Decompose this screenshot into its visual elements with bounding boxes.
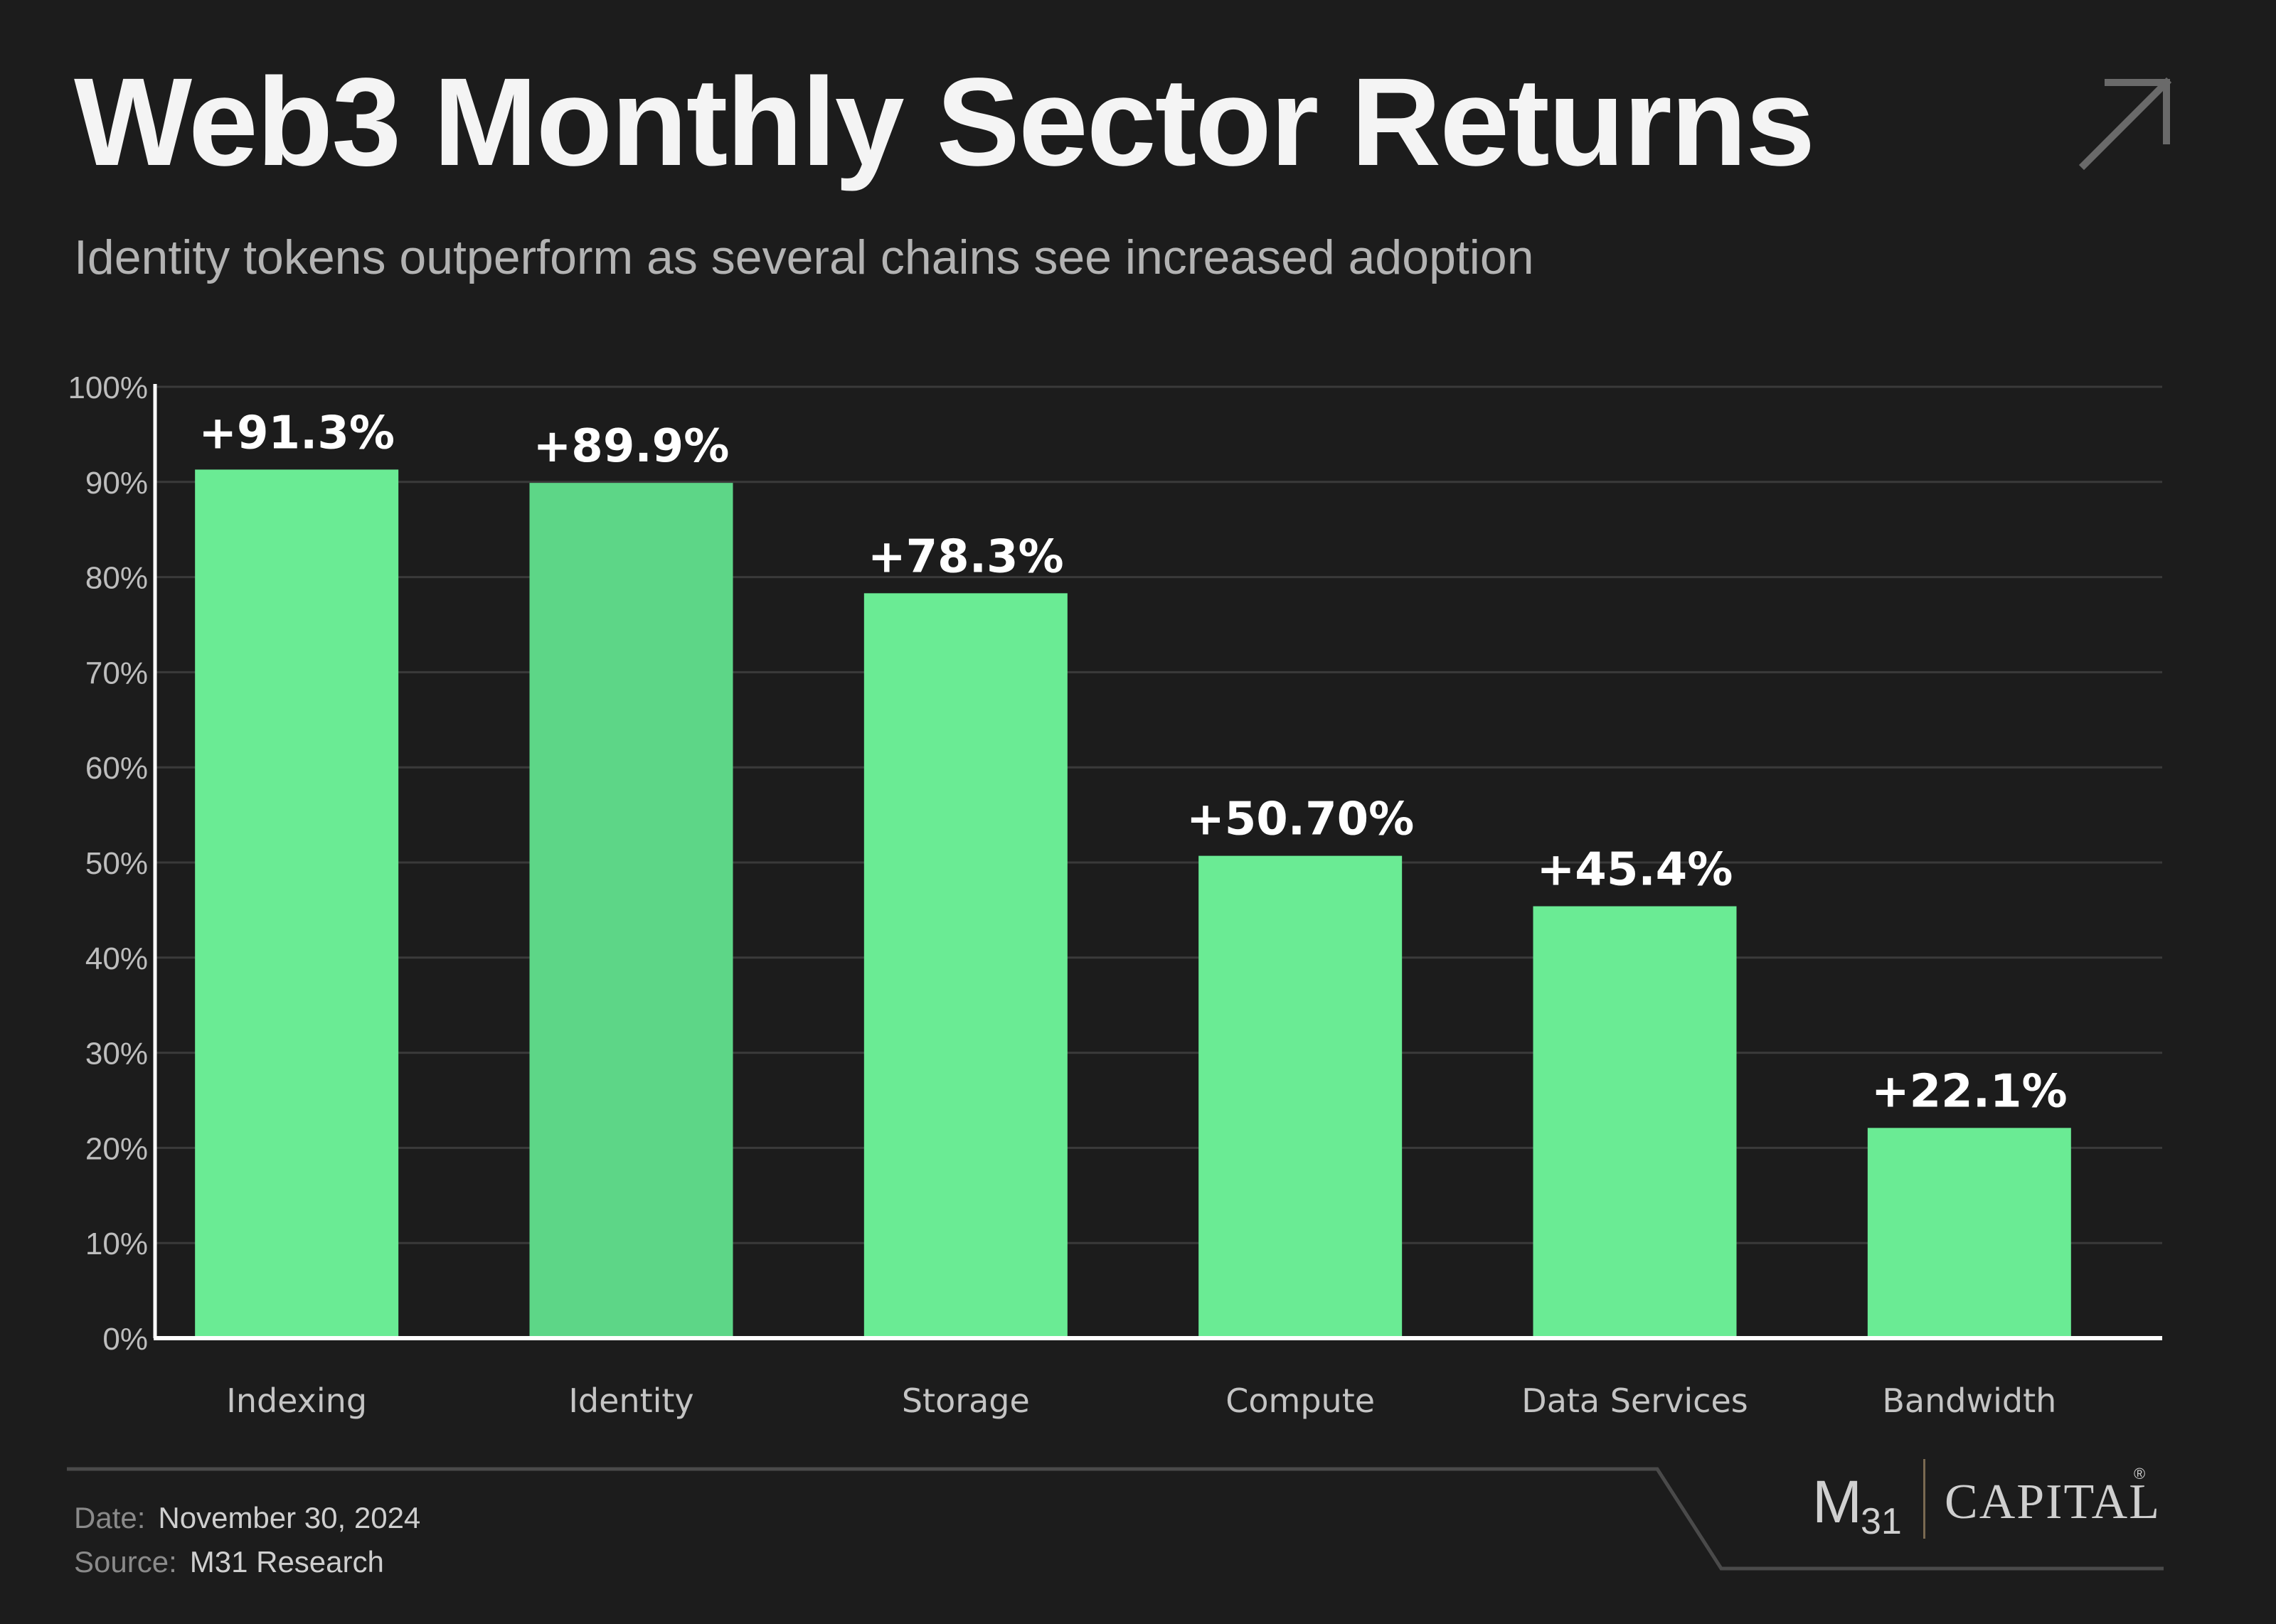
- y-tick-label: 70%: [85, 656, 148, 690]
- chart-title: Web3 Monthly Sector Returns: [74, 53, 1815, 192]
- source-value: M31 Research: [189, 1545, 384, 1578]
- bar-chart: 0% 10% 20% 30% 40% 50% 60% 70% 80% 90% 100% +91.3% I…: [68, 370, 2162, 1420]
- y-tick-label: 90%: [85, 466, 148, 501]
- data-label: +22.1%: [1871, 1065, 2068, 1118]
- x-tick-label: Indexing: [226, 1382, 367, 1420]
- y-tick-label: 20%: [85, 1131, 148, 1166]
- y-tick-label: 10%: [85, 1227, 148, 1261]
- data-label: +45.4%: [1537, 844, 1733, 897]
- source-label: Source:: [74, 1545, 177, 1578]
- source-line: Source: M31 Research: [74, 1547, 384, 1577]
- x-tick-label: Bandwidth: [1882, 1382, 2056, 1420]
- logo-sub: 31: [1861, 1501, 1902, 1542]
- logo-mark: M: [1812, 1468, 1862, 1535]
- y-tick-label: 100%: [68, 370, 148, 405]
- m31-capital-logo: M 31 CAPITAL ®: [1812, 1459, 2159, 1551]
- x-tick-label: Compute: [1225, 1382, 1375, 1420]
- date-value: November 30, 2024: [158, 1501, 421, 1534]
- bar: [1867, 1128, 2071, 1338]
- x-tick-label: Identity: [568, 1382, 693, 1420]
- bar: [1533, 906, 1737, 1338]
- data-label: +78.3%: [868, 530, 1064, 583]
- logo-divider: [1923, 1459, 1925, 1539]
- data-label: +89.9%: [533, 420, 730, 473]
- x-tick-label: Data Services: [1521, 1382, 1748, 1420]
- x-tick-label: Storage: [902, 1382, 1030, 1420]
- bar: [1198, 855, 1403, 1338]
- bar: [529, 483, 733, 1339]
- logo-name: CAPITAL: [1945, 1475, 2161, 1529]
- chart-subtitle: Identity tokens outperform as several ch…: [74, 230, 1534, 284]
- data-label: +50.70%: [1186, 794, 1414, 846]
- logo-registered: ®: [2134, 1465, 2146, 1483]
- y-tick-label: 60%: [85, 751, 148, 786]
- data-label: +91.3%: [198, 407, 395, 459]
- date-label: Date:: [74, 1501, 146, 1534]
- y-tick-label: 30%: [85, 1037, 148, 1072]
- y-tick-label: 80%: [85, 561, 148, 596]
- y-tick-label: 40%: [85, 941, 148, 976]
- arrow-up-right-icon: [2078, 77, 2172, 171]
- y-tick-label: 50%: [85, 846, 148, 881]
- bar: [195, 469, 399, 1338]
- date-line: Date: November 30, 2024: [74, 1503, 420, 1533]
- bar: [863, 593, 1068, 1339]
- y-tick-label: 0%: [102, 1322, 148, 1357]
